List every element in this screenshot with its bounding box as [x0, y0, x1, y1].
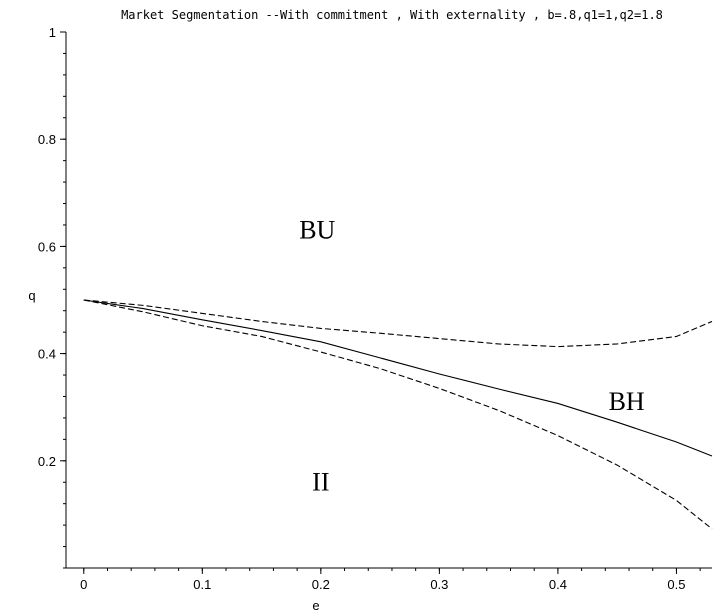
y-tick-label: 1	[49, 25, 56, 40]
tick-labels: 0 0.1 0.2 0.3 0.4 0.5 0.2 0.4 0.6 0.8 1	[38, 25, 686, 592]
y-tick-label: 0.6	[38, 239, 56, 254]
x-tick-label: 0.5	[667, 577, 685, 592]
x-tick-label: 0.1	[193, 577, 211, 592]
y-tick-label: 0.8	[38, 132, 56, 147]
series-line-1	[83, 299, 713, 457]
series-group	[83, 299, 713, 530]
region-label-ii: II	[312, 467, 329, 496]
axes	[65, 32, 712, 569]
series-line-3	[83, 299, 713, 530]
region-label-bh: BH	[609, 387, 645, 416]
y-tick-label: 0.2	[38, 454, 56, 469]
ticks	[60, 31, 701, 574]
y-axis-label: q	[28, 288, 35, 303]
region-label-bu: BU	[299, 215, 335, 244]
x-tick-label: 0.3	[430, 577, 448, 592]
chart-title: Market Segmentation --With commitment , …	[121, 8, 663, 22]
series-line-2	[83, 299, 713, 348]
x-tick-label: 0.2	[312, 577, 330, 592]
x-tick-label: 0	[80, 577, 87, 592]
x-tick-label: 0.4	[549, 577, 567, 592]
x-axis-label: e	[312, 598, 319, 613]
y-tick-label: 0.4	[38, 347, 56, 362]
annotations: BU BH II	[299, 215, 645, 496]
